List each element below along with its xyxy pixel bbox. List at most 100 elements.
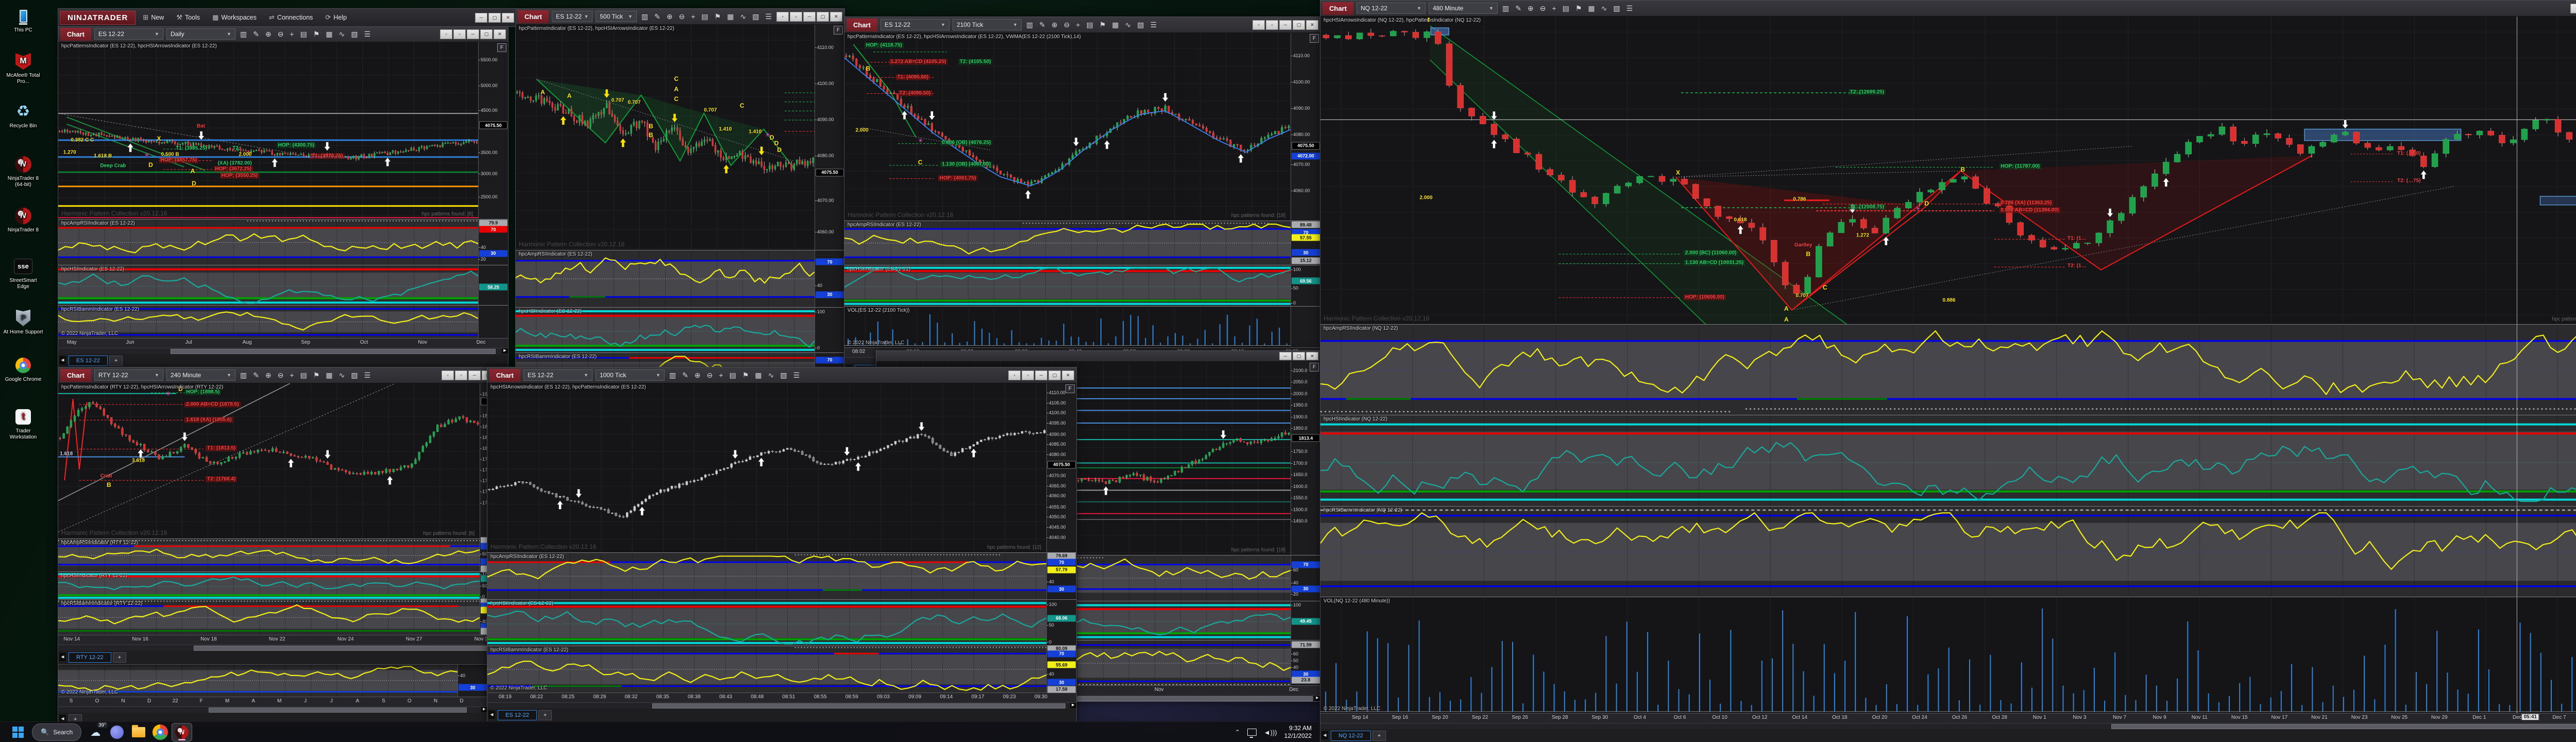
instrument-select[interactable]: ES 12-22 ▼ xyxy=(551,11,593,22)
indicator-panel[interactable]: hpcHSIIndicator (ES 12-22) xyxy=(844,265,1291,307)
window-workspace-prev-button[interactable]: ▫ xyxy=(1008,370,1021,380)
instrument-tab[interactable]: ES 12-22 xyxy=(498,710,537,720)
indicators-icon[interactable]: ∿ xyxy=(1601,4,1607,12)
window-maximize-button[interactable]: ▢ xyxy=(480,29,493,39)
crosshair-icon[interactable]: + xyxy=(1552,4,1556,12)
menu-tools[interactable]: ⚒ Tools xyxy=(171,13,205,22)
window-workspace-prev-button[interactable]: ▫ xyxy=(776,11,789,22)
indicator-panel[interactable]: © 2022 NinjaTrader, LLC xyxy=(58,664,457,697)
widgets-button[interactable]: ☁ 39° xyxy=(86,722,108,741)
interval-select[interactable]: 2100 Tick ▼ xyxy=(952,19,1022,30)
crosshair-icon[interactable]: + xyxy=(1076,21,1080,29)
chart-style-icon[interactable]: ▥ xyxy=(641,12,649,21)
window-minimize-button[interactable]: ─ xyxy=(1279,352,1292,360)
templates-icon[interactable]: ▧ xyxy=(351,371,358,379)
price-panel[interactable]: hpcHSIArrowsIndicator (ES 12-22), hpcPat… xyxy=(487,383,1046,553)
window-workspace-prev-button[interactable]: ▫ xyxy=(1252,20,1265,30)
indicators-icon[interactable]: ∿ xyxy=(768,371,774,379)
chart-tab[interactable]: Chart xyxy=(489,368,520,382)
drawing-tools-icon[interactable]: ✎ xyxy=(253,30,259,38)
window-close-button[interactable]: ✕ xyxy=(502,12,514,23)
price-panel[interactable]: 0.382 C C X Bat 1.270 1.618 B ✳ T1: (3985.25) T… xyxy=(58,42,478,220)
window-workspace-next-button[interactable]: ▫ xyxy=(453,29,466,39)
data-series-icon[interactable]: ▤ xyxy=(701,12,708,21)
chrome-taskbar-button[interactable] xyxy=(150,723,170,741)
search-input[interactable]: 🔍 Search xyxy=(32,723,82,741)
desktop-icon-trader-workstation[interactable]: t Trader Workstation xyxy=(3,407,43,440)
indicator-panel[interactable]: hpcHSIIndicator (ES 12-22) xyxy=(487,599,1046,647)
start-button[interactable] xyxy=(8,723,28,741)
desktop-icon-streetsmart-edge[interactable]: sse StreetSmart Edge xyxy=(3,257,43,290)
interval-select[interactable]: 1000 Tick ▼ xyxy=(595,369,665,381)
window-close-button[interactable]: ✕ xyxy=(1306,352,1318,360)
alerts-icon[interactable]: ⚑ xyxy=(313,30,320,38)
horizontal-scrollbar[interactable]: ▶ xyxy=(487,702,1076,709)
crosshair-icon[interactable]: + xyxy=(290,30,294,38)
tray-chevron-icon[interactable]: ⌃ xyxy=(1234,729,1240,736)
menu-new[interactable]: ⊞ New xyxy=(138,13,169,22)
zoom-out-icon[interactable]: ⊖ xyxy=(679,12,685,21)
window-minimize-button[interactable]: ─ xyxy=(475,12,487,23)
scrollbar-thumb[interactable] xyxy=(652,703,1066,709)
crosshair-icon[interactable]: + xyxy=(719,371,723,379)
indicator-panel[interactable]: hpcRSIBammIndicator (NQ 12-22) xyxy=(1320,506,2576,597)
scrollbar-thumb[interactable] xyxy=(171,349,496,354)
desktop-icon-ninjatrader-8-64-bit-[interactable]: N NinjaTrader 8 (64-bit) xyxy=(3,155,43,188)
network-icon[interactable] xyxy=(1247,729,1257,738)
drawing-tools-icon[interactable]: ✎ xyxy=(1039,21,1045,29)
instrument-select[interactable]: ES 12-22 ▼ xyxy=(94,28,163,40)
indicator-panel[interactable]: hpcAmpRSIIndicator (ES 12-22) xyxy=(487,553,1046,600)
window-minimize-button[interactable]: ─ xyxy=(1279,20,1292,30)
zoom-out-icon[interactable]: ⊖ xyxy=(706,371,713,379)
data-series-icon[interactable]: ▤ xyxy=(1086,21,1093,29)
scrollbar-arrow-right[interactable]: ▶ xyxy=(502,348,508,353)
teams-chat-button[interactable] xyxy=(107,723,127,741)
window-workspace-prev-button[interactable]: ▫ xyxy=(442,370,454,380)
tab-scroll-left-button[interactable]: ◀ xyxy=(59,653,66,661)
drawing-tools-icon[interactable]: ✎ xyxy=(654,12,660,21)
price-panel[interactable]: D ✳ HOP: (1898.5) 2.000 AB=CD (1878.5) 1.618… xyxy=(58,383,480,539)
crosshair-icon[interactable]: + xyxy=(290,371,294,379)
indicators-icon[interactable]: ∿ xyxy=(338,30,345,38)
horizontal-scrollbar[interactable]: ▶ xyxy=(1320,723,2576,729)
window-minimize-button[interactable]: ─ xyxy=(467,29,479,39)
instrument-select[interactable]: RTY 12-22 ▼ xyxy=(94,369,163,381)
indicators-icon[interactable]: ∿ xyxy=(338,371,345,379)
market-analyzer-icon[interactable]: ▦ xyxy=(727,12,734,21)
zoom-in-icon[interactable]: ⊕ xyxy=(265,30,272,38)
instrument-tab[interactable]: RTY 12-22 xyxy=(69,652,111,663)
data-series-icon[interactable]: ▤ xyxy=(729,371,736,379)
tab-scroll-left-button[interactable]: ◀ xyxy=(1321,731,1328,739)
templates-icon[interactable]: ▧ xyxy=(780,371,787,379)
window-maximize-button[interactable]: ▢ xyxy=(817,11,829,22)
chart-tab[interactable]: Chart xyxy=(846,18,877,31)
window-close-button[interactable]: ✕ xyxy=(1306,20,1318,30)
tab-scroll-left-button[interactable]: ◀ xyxy=(488,711,495,719)
chart-tab[interactable]: Chart xyxy=(60,27,91,41)
templates-icon[interactable]: ▧ xyxy=(752,12,759,21)
alerts-icon[interactable]: ⚑ xyxy=(313,371,320,379)
window-maximize-button[interactable]: ▢ xyxy=(1048,370,1061,380)
chart-style-icon[interactable]: ▥ xyxy=(1502,4,1510,12)
chart-tab[interactable]: Chart xyxy=(60,368,91,382)
zoom-out-icon[interactable]: ⊖ xyxy=(1063,21,1070,29)
horizontal-scrollbar[interactable]: ▶ xyxy=(58,348,508,354)
instrument-select[interactable]: NQ 12-22 ▼ xyxy=(1356,3,1426,14)
templates-icon[interactable]: ▧ xyxy=(1137,21,1144,29)
properties-icon[interactable]: ☰ xyxy=(364,371,371,379)
chart-style-icon[interactable]: ▥ xyxy=(240,30,247,38)
window-workspace-next-button[interactable]: ▫ xyxy=(455,370,467,380)
file-explorer-button[interactable] xyxy=(129,723,148,741)
market-analyzer-icon[interactable]: ▦ xyxy=(1588,4,1595,12)
new-tab-button[interactable]: + xyxy=(1372,731,1386,741)
price-panel[interactable]: HOP: (4118.75) B 1.272 AB=CD (4105.25) T2: … xyxy=(844,33,1291,222)
indicator-panel[interactable]: hpcHSIIndicator (ES 12-22) xyxy=(516,307,815,353)
desktop-icon-this-pc[interactable]: This PC xyxy=(3,6,43,33)
horizontal-scrollbar[interactable]: ▶ xyxy=(58,645,510,651)
interval-select[interactable]: 500 Tick ▼ xyxy=(596,11,637,22)
zoom-out-icon[interactable]: ⊖ xyxy=(277,30,284,38)
fixed-scale-button[interactable]: F xyxy=(1310,363,1319,372)
window-workspace-next-button[interactable]: ▫ xyxy=(1022,370,1034,380)
new-tab-button[interactable]: + xyxy=(538,710,552,720)
